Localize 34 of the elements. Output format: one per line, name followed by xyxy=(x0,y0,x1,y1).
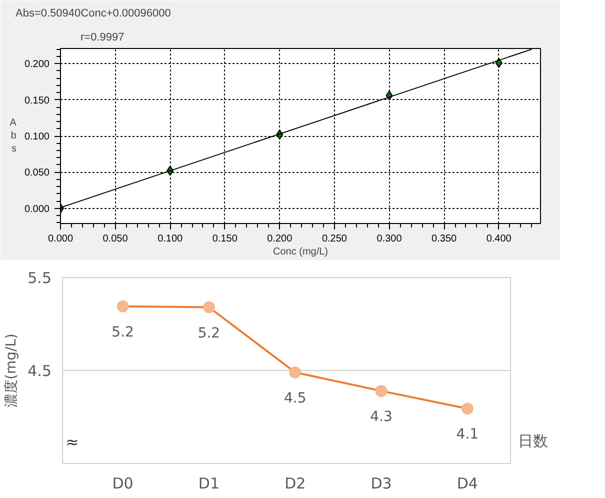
x-tick-label: 0.300 xyxy=(376,234,402,244)
x-tick-label: 0.000 xyxy=(48,234,74,244)
chart-title: Abs=0.50940Conc+0.00096000 xyxy=(16,8,171,20)
y-tick-label: 0.000 xyxy=(24,204,50,215)
y-tick-label: 0.150 xyxy=(24,95,50,106)
x-axis-title: Conc (mg/L) xyxy=(272,246,328,258)
x-tick-label: D4 xyxy=(456,474,478,492)
y-tick-label: 4.5 xyxy=(28,362,52,380)
x-tick-label: D0 xyxy=(112,474,134,492)
data-label: 4.1 xyxy=(456,426,479,443)
y-tick-label: 0.100 xyxy=(24,132,50,142)
y-tick-label: 5.5 xyxy=(28,269,52,287)
y-tick-label: 0.200 xyxy=(24,59,50,70)
x-tick-label: 0.050 xyxy=(102,234,128,244)
annotation: ≈ xyxy=(66,432,79,452)
data-label: 4.5 xyxy=(284,390,306,406)
x-tick-label: 0.100 xyxy=(158,234,184,244)
point xyxy=(495,58,502,68)
x-tick-label: 0.200 xyxy=(267,234,293,244)
chart-subtitle: r=0.9997 xyxy=(80,32,124,44)
y-axis-title: Abs xyxy=(10,117,17,155)
data-label: 4.3 xyxy=(370,408,392,425)
data-label: 5.2 xyxy=(112,324,134,340)
y-tick-label: 0.050 xyxy=(24,168,50,179)
x-tick-label: D2 xyxy=(284,474,306,492)
x-axis-title: 日数 xyxy=(518,432,548,450)
x-tick-label: 0.350 xyxy=(432,234,458,244)
x-tick-label: 0.400 xyxy=(486,234,512,244)
x-tick-label: 0.250 xyxy=(322,234,348,244)
y-axis-title: 濃度(mg/L) xyxy=(4,334,20,408)
x-tick-label: D1 xyxy=(198,474,220,492)
x-tick-label: D3 xyxy=(370,474,392,492)
x-tick-label: 0.150 xyxy=(212,234,238,244)
data-label: 5.2 xyxy=(198,325,220,342)
